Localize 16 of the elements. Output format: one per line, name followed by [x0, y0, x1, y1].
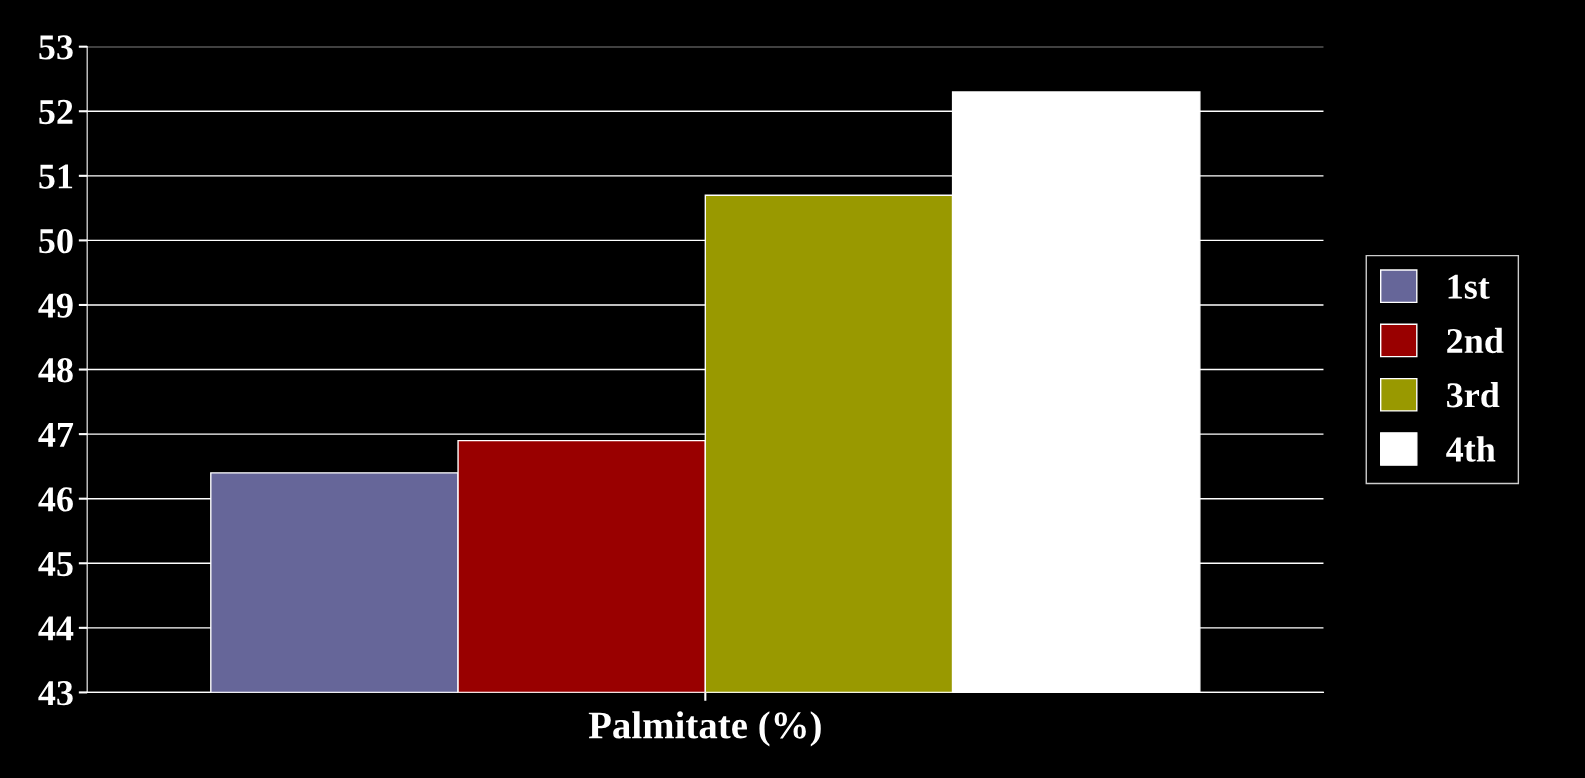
y-tick-label: 44 — [38, 616, 74, 641]
legend-label: 3rd — [1447, 382, 1500, 408]
y-tick-label: 47 — [38, 422, 74, 447]
x-axis-title: Palmitate (%) — [588, 711, 821, 747]
y-tick-label: 48 — [38, 358, 73, 383]
legend-label: 4th — [1446, 436, 1496, 462]
y-tick-label: 52 — [39, 99, 73, 125]
legend-label: 1st — [1448, 274, 1490, 299]
y-tick-label: 45 — [38, 552, 73, 577]
legend-label: 2nd — [1447, 327, 1504, 354]
y-tick-label: 43 — [38, 681, 73, 706]
y-tick-label: 53 — [39, 35, 73, 60]
y-tick-label: 49 — [38, 293, 73, 318]
y-tick-label: 46 — [38, 487, 73, 512]
y-tick-label: 50 — [39, 228, 73, 254]
y-tick-label: 51 — [39, 164, 73, 189]
